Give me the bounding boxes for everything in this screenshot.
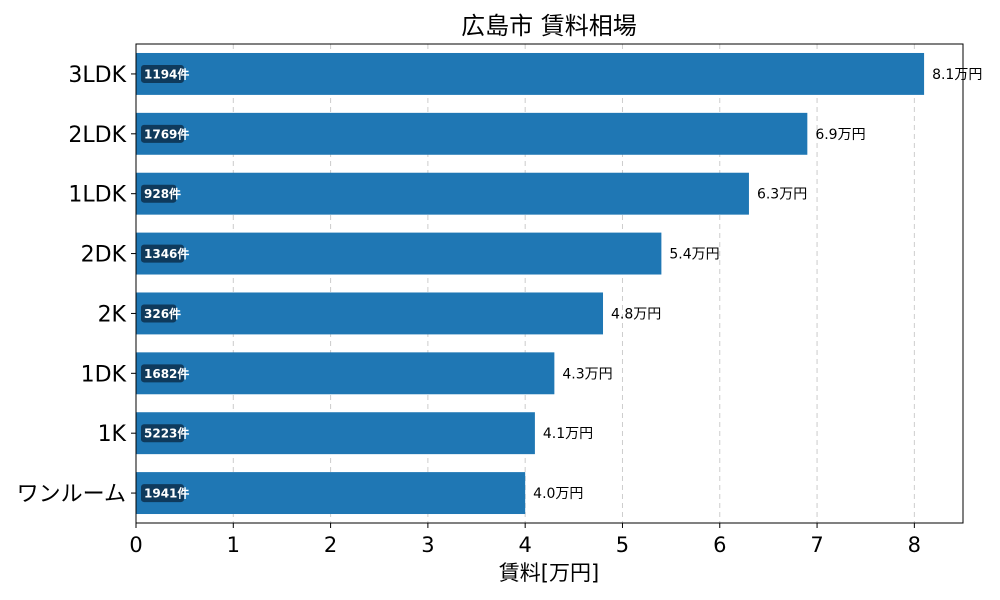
x-tick-label: 4 (518, 533, 531, 557)
count-badge (141, 184, 177, 203)
count-label: 1682件 (144, 366, 189, 381)
count-label: 1194件 (144, 66, 189, 81)
count-badge (141, 424, 184, 443)
x-tick-label: 8 (908, 533, 921, 557)
count-badge (141, 304, 177, 323)
bar (136, 232, 662, 275)
count-label: 5223件 (144, 426, 189, 441)
bar (136, 52, 925, 95)
bar (136, 352, 555, 395)
bar (136, 412, 535, 455)
x-tick-label: 6 (713, 533, 726, 557)
value-label: 4.8万円 (611, 306, 661, 322)
bar (136, 172, 749, 215)
y-tick-label: 2DK (81, 243, 127, 268)
y-tick-label: 1DK (81, 362, 127, 387)
value-label: 4.1万円 (543, 426, 593, 442)
plot-frame (135, 43, 964, 524)
x-tick-label: 2 (324, 533, 337, 557)
y-tick-label: ワンルーム (17, 482, 126, 507)
count-label: 928件 (144, 186, 181, 201)
value-label: 5.4万円 (669, 247, 719, 263)
y-axis: 3LDK 2LDK 1LDK 2DK 2K 1DK 1K ワンルーム (17, 63, 136, 507)
count-badge (141, 124, 184, 143)
x-tick-label: 1 (227, 533, 240, 557)
x-axis-label: 賃料[万円] (499, 561, 599, 585)
x-tick-label: 0 (129, 533, 142, 557)
value-label: 8.1万円 (932, 67, 982, 83)
x-tick-label: 5 (616, 533, 629, 557)
y-tick-label: 1K (98, 422, 127, 447)
count-badge (141, 64, 184, 83)
count-label: 1769件 (144, 126, 189, 141)
value-label: 6.9万円 (815, 127, 865, 143)
value-label: 4.0万円 (533, 486, 583, 502)
bar (136, 112, 808, 155)
x-tick-label: 7 (810, 533, 823, 557)
y-tick-label: 2K (98, 302, 127, 327)
bar (136, 472, 526, 515)
x-axis: 0 1 2 3 4 5 6 7 8 (129, 523, 921, 557)
count-label: 1346件 (144, 246, 189, 261)
value-label: 6.3万円 (757, 187, 807, 203)
x-tick-label: 3 (421, 533, 434, 557)
chart-title: 広島市 賃料相場 (461, 12, 637, 40)
y-tick-label: 2LDK (68, 123, 126, 148)
count-badge (141, 244, 184, 263)
y-tick-label: 1LDK (68, 183, 126, 208)
count-badge (141, 364, 184, 383)
value-label: 4.3万円 (562, 366, 612, 382)
count-label: 326件 (144, 306, 181, 321)
bar (136, 292, 604, 335)
bars: 1194件 8.1万円 1769件 6.9万円 928件 6.3万円 1346件 5.4万円 3… (136, 52, 982, 515)
count-label: 1941件 (144, 486, 189, 501)
count-badge (141, 484, 184, 503)
y-tick-label: 3LDK (68, 63, 126, 88)
